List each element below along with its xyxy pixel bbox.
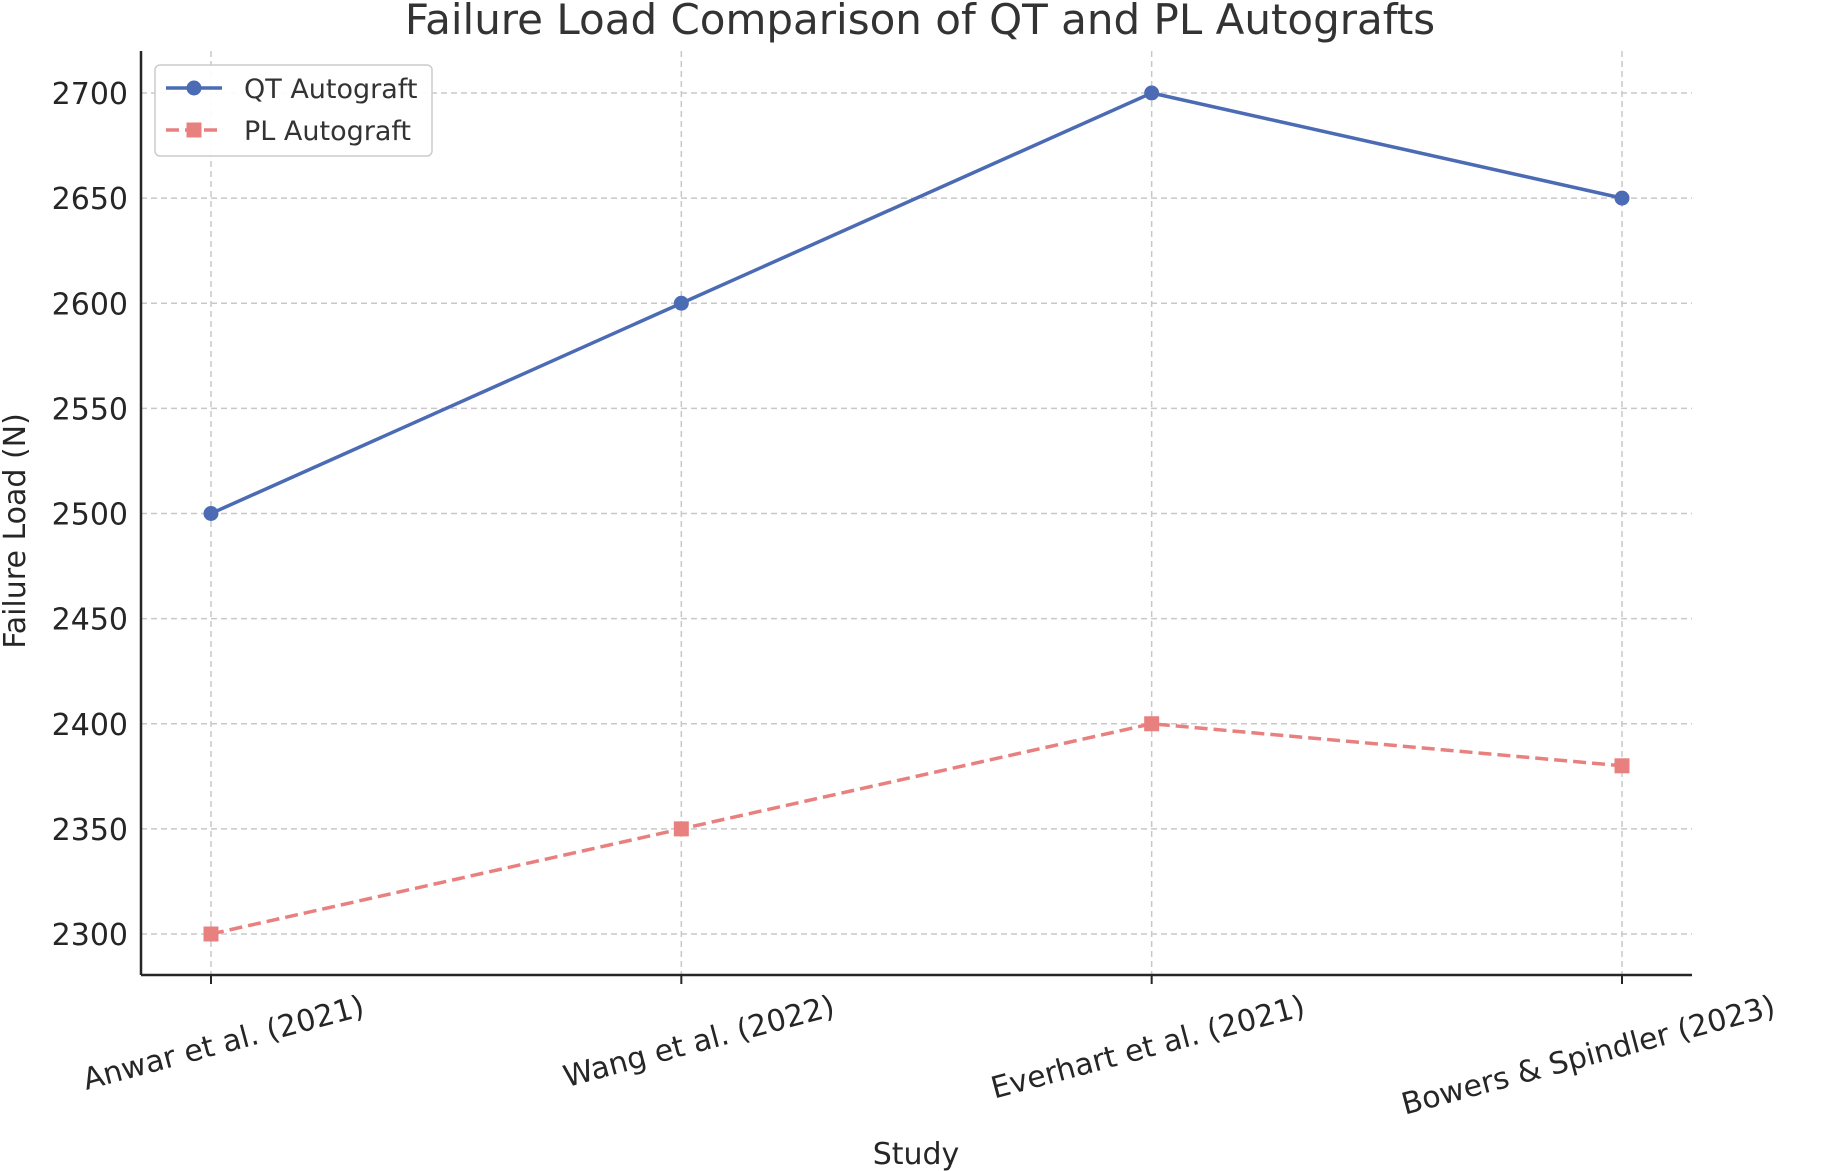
legend-frame (154, 64, 433, 157)
y-tick-label: 2550 (52, 392, 128, 427)
legend-marker (186, 122, 202, 138)
data-point (203, 506, 219, 521)
data-point (673, 295, 689, 311)
x-tick-label: Bowers & Spindler (2023) (1398, 989, 1779, 1123)
x-tick-label: Anwar et al. (2021) (79, 989, 368, 1098)
chart-title: Failure Load Comparison of QT and PL Aut… (405, 0, 1435, 44)
data-point (203, 926, 219, 942)
legend: QT Autograft PL Autograft (154, 64, 433, 157)
y-tick-label: 2450 (52, 603, 128, 638)
legend-label: QT Autograft (244, 74, 417, 105)
data-point (1144, 716, 1160, 732)
y-tick-label: 2700 (52, 77, 128, 112)
y-tick-label: 2500 (52, 498, 128, 533)
data-point (673, 821, 689, 837)
data-point (1614, 758, 1630, 774)
y-tick-label: 2600 (52, 287, 128, 322)
y-axis-label: Failure Load (N) (0, 413, 33, 649)
data-point (1144, 85, 1160, 101)
y-tick-label: 2650 (52, 182, 128, 217)
legend-label: PL Autograft (244, 116, 411, 147)
series-line (210, 722, 1623, 936)
data-point (1614, 190, 1630, 206)
x-tick-label: Everhart et al. (2021) (987, 989, 1308, 1106)
grid-layer (141, 51, 1692, 975)
y-tick-label: 2300 (52, 918, 128, 953)
series-line (210, 91, 1623, 516)
legend-marker (186, 80, 202, 96)
x-tick-label: Wang et al. (2022) (560, 989, 839, 1095)
x-axis-label: Study (873, 1137, 960, 1171)
y-tick-label: 2400 (52, 708, 128, 743)
series-layer (203, 85, 1630, 942)
ticks-layer: 2300 2350 2400 2450 2500 2550 2600 2650 2700 Anwa… (52, 77, 1779, 1122)
axes-layer (139, 51, 1692, 977)
y-tick-label: 2350 (52, 813, 128, 848)
